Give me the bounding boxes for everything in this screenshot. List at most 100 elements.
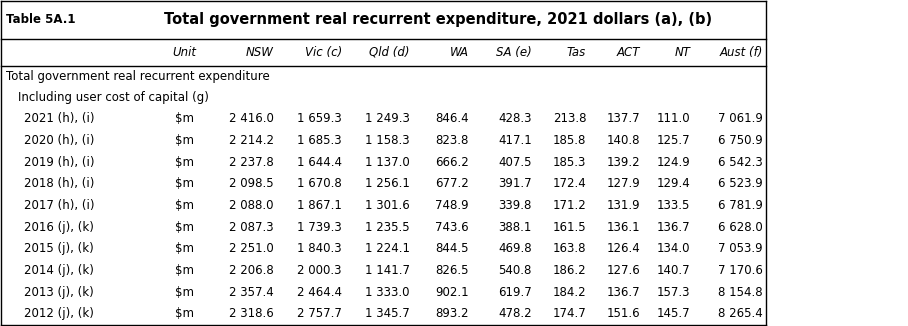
Text: 2 000.3: 2 000.3	[297, 264, 341, 277]
Text: 1 345.7: 1 345.7	[365, 307, 410, 320]
Text: 2015 (j), (k): 2015 (j), (k)	[24, 242, 94, 255]
Text: 619.7: 619.7	[498, 286, 532, 299]
Text: 172.4: 172.4	[552, 177, 587, 190]
Text: 139.2: 139.2	[607, 156, 640, 169]
Text: 2013 (j), (k): 2013 (j), (k)	[24, 286, 94, 299]
Text: 6 523.9: 6 523.9	[718, 177, 763, 190]
Text: 163.8: 163.8	[553, 242, 587, 255]
Text: 748.9: 748.9	[435, 199, 469, 212]
Text: 2 757.7: 2 757.7	[297, 307, 341, 320]
Text: 2 464.4: 2 464.4	[297, 286, 341, 299]
Text: NT: NT	[675, 46, 690, 59]
Text: 6 542.3: 6 542.3	[718, 156, 763, 169]
Text: SA (e): SA (e)	[496, 46, 532, 59]
Text: 540.8: 540.8	[498, 264, 532, 277]
Text: 743.6: 743.6	[435, 221, 469, 234]
Text: 1 840.3: 1 840.3	[297, 242, 341, 255]
Text: 145.7: 145.7	[656, 307, 690, 320]
Text: 1 739.3: 1 739.3	[297, 221, 341, 234]
Text: 6 781.9: 6 781.9	[718, 199, 763, 212]
Text: $m: $m	[175, 221, 194, 234]
Text: 161.5: 161.5	[553, 221, 587, 234]
Text: 129.4: 129.4	[656, 177, 690, 190]
Text: 2 357.4: 2 357.4	[229, 286, 274, 299]
Text: 2021 (h), (i): 2021 (h), (i)	[24, 112, 94, 126]
Text: 151.6: 151.6	[607, 307, 640, 320]
Text: 2018 (h), (i): 2018 (h), (i)	[24, 177, 94, 190]
Text: 1 685.3: 1 685.3	[297, 134, 341, 147]
Text: 126.4: 126.4	[607, 242, 640, 255]
Text: 902.1: 902.1	[435, 286, 469, 299]
Text: WA: WA	[449, 46, 469, 59]
Text: 1 141.7: 1 141.7	[365, 264, 410, 277]
Text: 137.7: 137.7	[607, 112, 640, 126]
Text: 666.2: 666.2	[435, 156, 469, 169]
Text: 1 301.6: 1 301.6	[365, 199, 410, 212]
Text: 185.3: 185.3	[553, 156, 587, 169]
Text: 8 154.8: 8 154.8	[718, 286, 763, 299]
Text: 2 416.0: 2 416.0	[229, 112, 274, 126]
Text: 677.2: 677.2	[435, 177, 469, 190]
Text: Unit: Unit	[173, 46, 197, 59]
Text: 1 224.1: 1 224.1	[365, 242, 410, 255]
Text: 1 235.5: 1 235.5	[365, 221, 410, 234]
Text: 339.8: 339.8	[498, 199, 532, 212]
Text: $m: $m	[175, 156, 194, 169]
Text: 7 061.9: 7 061.9	[718, 112, 763, 126]
Text: 1 249.3: 1 249.3	[365, 112, 410, 126]
Text: 2019 (h), (i): 2019 (h), (i)	[24, 156, 94, 169]
Text: 136.7: 136.7	[607, 286, 640, 299]
Text: 6 628.0: 6 628.0	[718, 221, 763, 234]
Text: 213.8: 213.8	[553, 112, 587, 126]
Text: 127.6: 127.6	[607, 264, 640, 277]
Text: 1 256.1: 1 256.1	[365, 177, 410, 190]
Text: 2 088.0: 2 088.0	[230, 199, 274, 212]
Text: 125.7: 125.7	[656, 134, 690, 147]
Text: 124.9: 124.9	[656, 156, 690, 169]
Text: Table 5A.1: Table 5A.1	[6, 13, 75, 26]
Text: 469.8: 469.8	[498, 242, 532, 255]
Text: $m: $m	[175, 199, 194, 212]
Text: 111.0: 111.0	[656, 112, 690, 126]
Text: 2 318.6: 2 318.6	[229, 307, 274, 320]
Text: Tas: Tas	[567, 46, 587, 59]
Text: 417.1: 417.1	[498, 134, 532, 147]
Text: 127.9: 127.9	[607, 177, 640, 190]
Text: $m: $m	[175, 307, 194, 320]
Text: 1 644.4: 1 644.4	[297, 156, 341, 169]
Text: 1 158.3: 1 158.3	[365, 134, 410, 147]
Text: 478.2: 478.2	[498, 307, 532, 320]
Text: 2017 (h), (i): 2017 (h), (i)	[24, 199, 94, 212]
Text: 7 053.9: 7 053.9	[718, 242, 763, 255]
Text: 136.1: 136.1	[607, 221, 640, 234]
Text: 2 206.8: 2 206.8	[229, 264, 274, 277]
Text: 2 087.3: 2 087.3	[229, 221, 274, 234]
Text: Including user cost of capital (g): Including user cost of capital (g)	[17, 91, 209, 104]
Text: 134.0: 134.0	[656, 242, 690, 255]
Text: Total government real recurrent expenditure, 2021 dollars (a), (b): Total government real recurrent expendit…	[164, 12, 713, 27]
Text: 136.7: 136.7	[656, 221, 690, 234]
Text: 826.5: 826.5	[435, 264, 469, 277]
Text: 6 750.9: 6 750.9	[718, 134, 763, 147]
Text: $m: $m	[175, 177, 194, 190]
Text: 428.3: 428.3	[498, 112, 532, 126]
Text: 893.2: 893.2	[435, 307, 469, 320]
Text: 407.5: 407.5	[498, 156, 532, 169]
Text: 388.1: 388.1	[498, 221, 532, 234]
Text: 140.7: 140.7	[656, 264, 690, 277]
Text: 131.9: 131.9	[607, 199, 640, 212]
Text: 185.8: 185.8	[553, 134, 587, 147]
Text: 2 237.8: 2 237.8	[229, 156, 274, 169]
Text: $m: $m	[175, 112, 194, 126]
Text: 133.5: 133.5	[656, 199, 690, 212]
Text: Vic (c): Vic (c)	[304, 46, 341, 59]
Text: 2 251.0: 2 251.0	[229, 242, 274, 255]
Text: $m: $m	[175, 242, 194, 255]
Text: 1 659.3: 1 659.3	[297, 112, 341, 126]
Text: $m: $m	[175, 264, 194, 277]
Text: 2020 (h), (i): 2020 (h), (i)	[24, 134, 94, 147]
Text: Total government real recurrent expenditure: Total government real recurrent expendit…	[6, 70, 270, 83]
Text: 171.2: 171.2	[552, 199, 587, 212]
Text: 391.7: 391.7	[498, 177, 532, 190]
Text: 2016 (j), (k): 2016 (j), (k)	[24, 221, 94, 234]
